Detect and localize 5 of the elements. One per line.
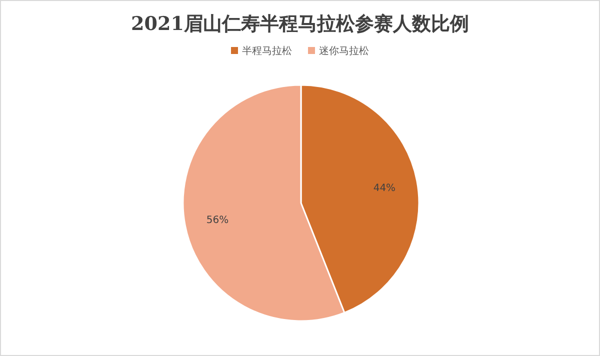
legend-label: 半程马拉松 [242,45,292,57]
legend-label: 迷你马拉松 [319,45,369,57]
data-label: 44% [373,183,396,194]
chart-title: 2021眉山仁寿半程马拉松参赛人数比例 [131,13,469,35]
data-label: 56% [206,214,229,226]
